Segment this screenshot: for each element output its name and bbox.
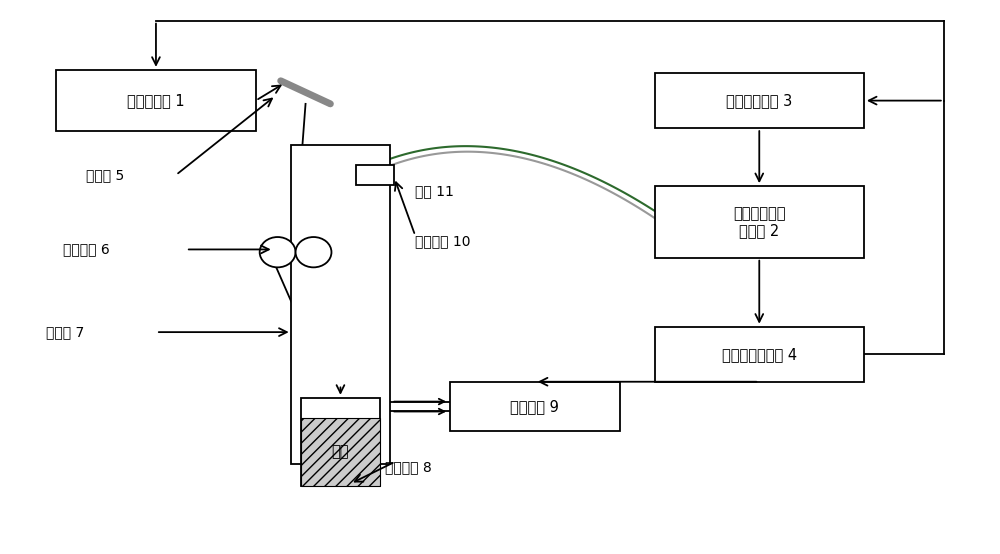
- Bar: [301, 398, 380, 486]
- Text: 多道光电直读
光谱仪 2: 多道光电直读 光谱仪 2: [733, 206, 786, 238]
- Text: 搜集透镜 10: 搜集透镜 10: [415, 234, 471, 248]
- Ellipse shape: [296, 237, 331, 268]
- Bar: [356, 165, 394, 186]
- Bar: [56, 70, 256, 131]
- Text: 供氩系统 9: 供氩系统 9: [510, 399, 559, 414]
- Text: 光纤 11: 光纤 11: [415, 184, 454, 198]
- Bar: [291, 145, 390, 464]
- Bar: [655, 186, 864, 258]
- Text: 纳秒激光器 1: 纳秒激光器 1: [127, 93, 185, 108]
- Text: 样本容器 8: 样本容器 8: [385, 460, 432, 474]
- Bar: [655, 327, 864, 382]
- Text: 反射镜 5: 反射镜 5: [86, 168, 124, 182]
- Text: 样本: 样本: [332, 444, 349, 459]
- Bar: [301, 418, 380, 486]
- Bar: [655, 73, 864, 128]
- Text: 聚焦透镜 6: 聚焦透镜 6: [63, 243, 110, 257]
- Text: 成分分析计算机 4: 成分分析计算机 4: [722, 347, 797, 362]
- Bar: [450, 382, 620, 432]
- Ellipse shape: [260, 237, 296, 268]
- Text: 同步控制装置 3: 同步控制装置 3: [726, 93, 792, 108]
- Text: 样本室 7: 样本室 7: [46, 325, 85, 339]
